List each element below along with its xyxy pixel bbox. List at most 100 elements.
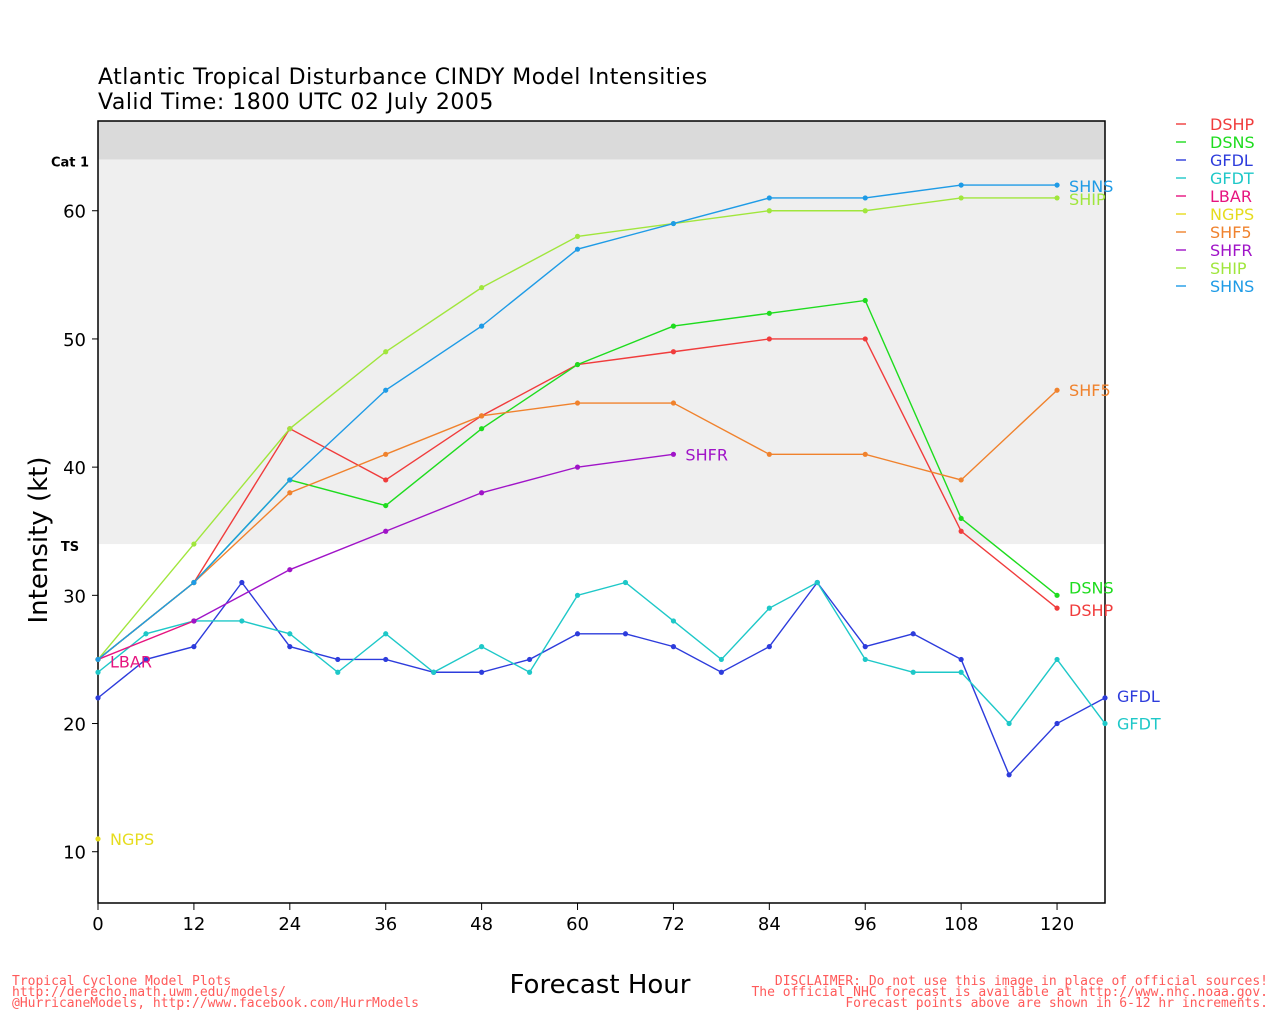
x-tick-label: 60: [566, 914, 589, 935]
data-point-gfdt: [287, 631, 293, 637]
data-point-gfdt: [1102, 720, 1108, 727]
data-point-gfdl: [574, 631, 581, 637]
data-point-gfdt: [670, 618, 677, 624]
legend-label-gfdl: GFDL: [1210, 151, 1253, 170]
y-tick-label: 60: [63, 202, 86, 223]
band-label: Cat 1: [51, 155, 89, 170]
data-point-gfdl: [958, 656, 964, 663]
data-point-gfdt: [383, 631, 389, 637]
data-point-shf5: [287, 490, 293, 496]
data-point-gfdt: [526, 669, 533, 675]
series-end-label-gfdt: GFDT: [1117, 715, 1161, 734]
series-line-gfdt: [97, 581, 1106, 725]
y-tick-label: 40: [63, 458, 86, 479]
legend-label-gfdt: GFDT: [1210, 169, 1254, 188]
data-point-gfdl: [1006, 772, 1012, 778]
data-point-gfdt: [431, 669, 437, 675]
series-line-lbar: [97, 620, 195, 661]
data-point-shns: [766, 195, 772, 201]
data-point-ship: [383, 349, 389, 355]
data-point-dsns: [670, 323, 677, 329]
data-point-gfdt: [239, 618, 245, 624]
data-point-shns: [479, 323, 485, 329]
data-point-gfdl: [910, 631, 916, 637]
data-point-gfdl: [143, 656, 149, 663]
series-end-label-shfr: SHFR: [685, 445, 728, 464]
chart-subtitle: Valid Time: 1800 UTC 02 July 2005: [98, 90, 494, 115]
data-point-gfdl: [622, 631, 629, 637]
x-tick-label: 36: [374, 914, 397, 935]
data-point-ngps: [95, 836, 101, 842]
x-tick-label: 84: [758, 914, 781, 935]
data-point-gfdt: [1006, 720, 1012, 727]
data-point-gfdt: [766, 605, 772, 611]
footer-credit-line: Tropical Cyclone Model Plots: [12, 974, 232, 989]
data-point-gfdt: [1054, 656, 1060, 663]
y-tick-label: 20: [63, 715, 86, 736]
footer-credit-line: @HurricaneModels, http://www.facebook.co…: [12, 996, 419, 1011]
data-point-ship: [958, 195, 964, 201]
series-end-label-ngps: NGPS: [110, 830, 154, 849]
x-axis-label: Forecast Hour: [509, 970, 691, 1000]
data-point-shf5: [574, 400, 581, 406]
data-point-gfdl: [1102, 695, 1108, 701]
data-point-shf5: [766, 451, 772, 457]
data-point-ship: [191, 541, 197, 547]
data-point-gfdl: [718, 669, 724, 675]
data-point-shfr: [574, 464, 581, 470]
data-point-gfdt: [718, 656, 724, 663]
data-point-dshp: [862, 336, 868, 342]
legend-label-ngps: NGPS: [1210, 205, 1254, 224]
data-point-gfdt: [622, 579, 629, 586]
series-line-shfr: [193, 453, 674, 622]
legend-label-shf5: SHF5: [1210, 223, 1252, 242]
data-point-gfdl: [670, 644, 677, 650]
y-tick-label: 10: [63, 843, 86, 864]
data-point-dshp: [670, 349, 677, 355]
footer-disclaimer-line: Forecast points above are shown in 6-12 …: [845, 996, 1268, 1011]
legend-label-dshp: DSHP: [1210, 115, 1255, 134]
data-point-dsns: [766, 310, 772, 316]
data-point-gfdt: [862, 656, 868, 663]
data-point-gfdl: [95, 695, 101, 701]
data-point-shns: [191, 579, 197, 586]
y-axis-label: Intensity (kt): [24, 456, 54, 624]
data-point-gfdt: [95, 669, 101, 675]
data-point-shf5: [479, 413, 485, 419]
series-end-label-shf5: SHF5: [1069, 381, 1111, 400]
x-tick-label: 120: [1040, 914, 1074, 935]
data-point-gfdl: [335, 656, 341, 663]
data-point-shf5: [958, 477, 964, 483]
legend-label-dsns: DSNS: [1210, 133, 1255, 152]
band-label: TS: [61, 540, 79, 555]
data-point-gfdl: [766, 644, 772, 650]
data-point-shns: [958, 182, 964, 188]
data-point-dshp: [1054, 605, 1060, 611]
data-point-gfdt: [574, 592, 581, 598]
data-point-gfdl: [526, 656, 533, 663]
series-end-label-dshp: DSHP: [1069, 601, 1114, 620]
data-point-shf5: [670, 400, 677, 406]
data-point-ship: [479, 285, 485, 291]
data-point-shfr: [479, 490, 485, 496]
data-point-gfdt: [910, 669, 916, 675]
data-point-shns: [670, 220, 677, 227]
footer-disclaimer-line: DISCLAIMER: Do not use this image in pla…: [774, 974, 1268, 989]
footer-credits: Tropical Cyclone Model Plots http://dere…: [12, 974, 419, 1011]
data-point-gfdt: [479, 644, 485, 650]
data-point-ship: [574, 233, 581, 239]
data-point-shns: [574, 246, 581, 252]
data-point-shf5: [383, 451, 389, 457]
data-point-shns: [383, 387, 389, 393]
x-tick-label: 108: [944, 914, 978, 935]
series-end-label-lbar: LBAR: [110, 652, 152, 671]
intensity-band: [98, 121, 1105, 160]
data-point-ship: [287, 426, 293, 432]
legend-label-lbar: LBAR: [1210, 187, 1252, 206]
data-point-dsns: [574, 361, 581, 368]
data-point-dshp: [958, 528, 964, 534]
data-point-dsns: [383, 502, 389, 509]
data-point-gfdl: [287, 644, 293, 650]
data-point-dsns: [479, 426, 485, 432]
